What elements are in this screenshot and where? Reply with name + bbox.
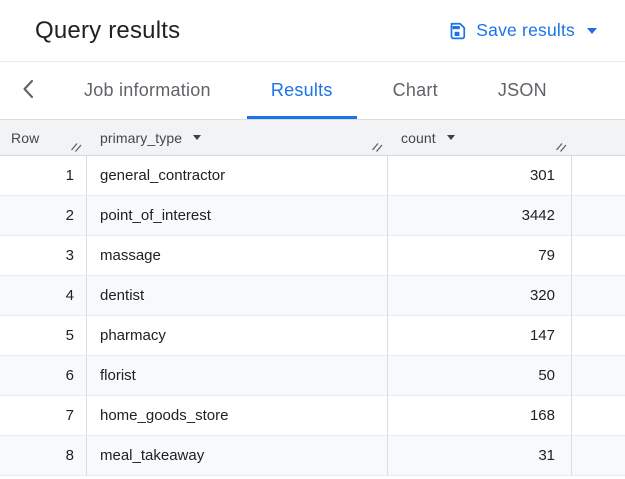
page-title: Query results xyxy=(35,16,181,44)
spacer-cell xyxy=(572,196,625,236)
sort-caret-icon[interactable] xyxy=(193,135,202,140)
caret-down-icon xyxy=(587,27,597,34)
chevron-left-icon xyxy=(21,78,35,103)
table-row[interactable]: 1 general_contractor 301 xyxy=(0,156,625,196)
column-header-primary-type[interactable]: primary_type xyxy=(87,120,388,156)
spacer-cell xyxy=(572,396,625,436)
sort-caret-icon[interactable] xyxy=(446,135,455,140)
row-number-cell: 7 xyxy=(0,396,87,436)
column-label-count: count xyxy=(401,129,436,146)
count-cell: 147 xyxy=(388,316,572,356)
count-cell: 3442 xyxy=(388,196,572,236)
spacer-cell xyxy=(572,276,625,316)
count-cell: 320 xyxy=(388,276,572,316)
save-results-label: Save results xyxy=(476,20,575,40)
spacer-cell xyxy=(572,316,625,356)
primary-type-cell: pharmacy xyxy=(87,316,388,356)
tab-job-information[interactable]: Job information xyxy=(84,80,211,100)
primary-type-cell: massage xyxy=(87,236,388,276)
table-row[interactable]: 3 massage 79 xyxy=(0,236,625,276)
row-number-cell: 5 xyxy=(0,316,87,356)
tab-json[interactable]: JSON xyxy=(497,80,547,100)
spacer-cell xyxy=(572,356,625,396)
primary-type-cell: dentist xyxy=(87,276,388,316)
row-number-cell: 8 xyxy=(0,436,87,476)
table-row[interactable]: 5 pharmacy 147 xyxy=(0,316,625,356)
table-header-row: Row primary_type count xyxy=(0,120,625,156)
row-number-cell: 6 xyxy=(0,356,87,396)
primary-type-cell: general_contractor xyxy=(87,156,388,196)
row-number-cell: 3 xyxy=(0,236,87,276)
count-cell: 31 xyxy=(388,436,572,476)
table-row[interactable]: 8 meal_takeaway 31 xyxy=(0,436,625,476)
query-results-header: Query results Save results xyxy=(0,0,625,62)
primary-type-cell: meal_takeaway xyxy=(87,436,388,476)
count-cell: 168 xyxy=(388,396,572,436)
column-header-row: Row xyxy=(0,120,87,156)
results-tab-bar: Job information Results Chart JSON xyxy=(0,62,625,120)
spacer-cell xyxy=(572,436,625,476)
column-header-spacer xyxy=(572,120,625,156)
row-number-cell: 1 xyxy=(0,156,87,196)
column-resize-handle[interactable] xyxy=(70,140,83,153)
tab-chart[interactable]: Chart xyxy=(392,80,438,100)
table-row[interactable]: 7 home_goods_store 168 xyxy=(0,396,625,436)
save-icon xyxy=(447,21,467,41)
primary-type-cell: point_of_interest xyxy=(87,196,388,236)
column-resize-handle[interactable] xyxy=(371,140,384,153)
column-label-primary-type: primary_type xyxy=(100,129,183,146)
table-row[interactable]: 4 dentist 320 xyxy=(0,276,625,316)
row-number-cell: 4 xyxy=(0,276,87,316)
count-cell: 50 xyxy=(388,356,572,396)
spacer-cell xyxy=(572,236,625,276)
primary-type-cell: home_goods_store xyxy=(87,396,388,436)
spacer-cell xyxy=(572,156,625,196)
tab-results[interactable]: Results xyxy=(246,62,357,119)
column-header-count[interactable]: count xyxy=(388,120,572,156)
primary-type-cell: florist xyxy=(87,356,388,396)
table-row[interactable]: 2 point_of_interest 3442 xyxy=(0,196,625,236)
results-table: Row primary_type count xyxy=(0,120,625,476)
back-button[interactable] xyxy=(8,62,48,119)
save-results-button[interactable]: Save results xyxy=(447,20,597,41)
table-row[interactable]: 6 florist 50 xyxy=(0,356,625,396)
column-label-row: Row xyxy=(11,129,40,146)
count-cell: 79 xyxy=(388,236,572,276)
row-number-cell: 2 xyxy=(0,196,87,236)
count-cell: 301 xyxy=(388,156,572,196)
column-resize-handle[interactable] xyxy=(555,140,568,153)
